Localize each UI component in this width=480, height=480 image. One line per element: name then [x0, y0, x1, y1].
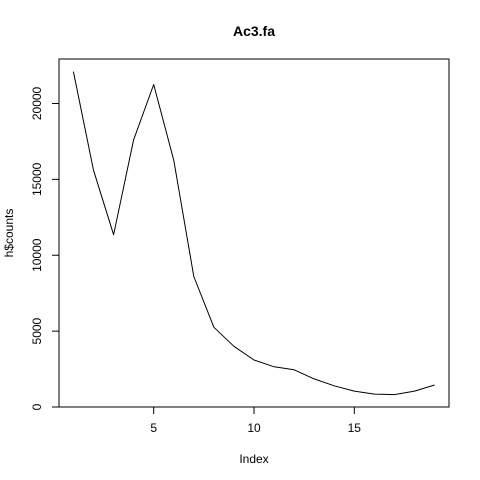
- y-tick-label: 5000: [30, 317, 44, 344]
- y-tick-label: 20000: [30, 86, 44, 120]
- y-tick-label: 15000: [30, 162, 44, 196]
- x-axis-label: Index: [239, 452, 268, 466]
- series-layer: [72, 71, 435, 396]
- series-line: [72, 71, 435, 396]
- x-tick-label: 5: [150, 421, 157, 435]
- y-tick-label: 10000: [30, 238, 44, 272]
- y-axis: 0 5000 10000 15000 20000: [30, 86, 60, 410]
- y-tick-label: 0: [30, 403, 44, 410]
- chart-title: Ac3.fa: [233, 23, 275, 39]
- y-axis-label: h$counts: [2, 209, 16, 258]
- x-tick-label: 10: [247, 421, 261, 435]
- x-axis: 5 10 15: [150, 406, 362, 435]
- x-tick-label: 15: [348, 421, 362, 435]
